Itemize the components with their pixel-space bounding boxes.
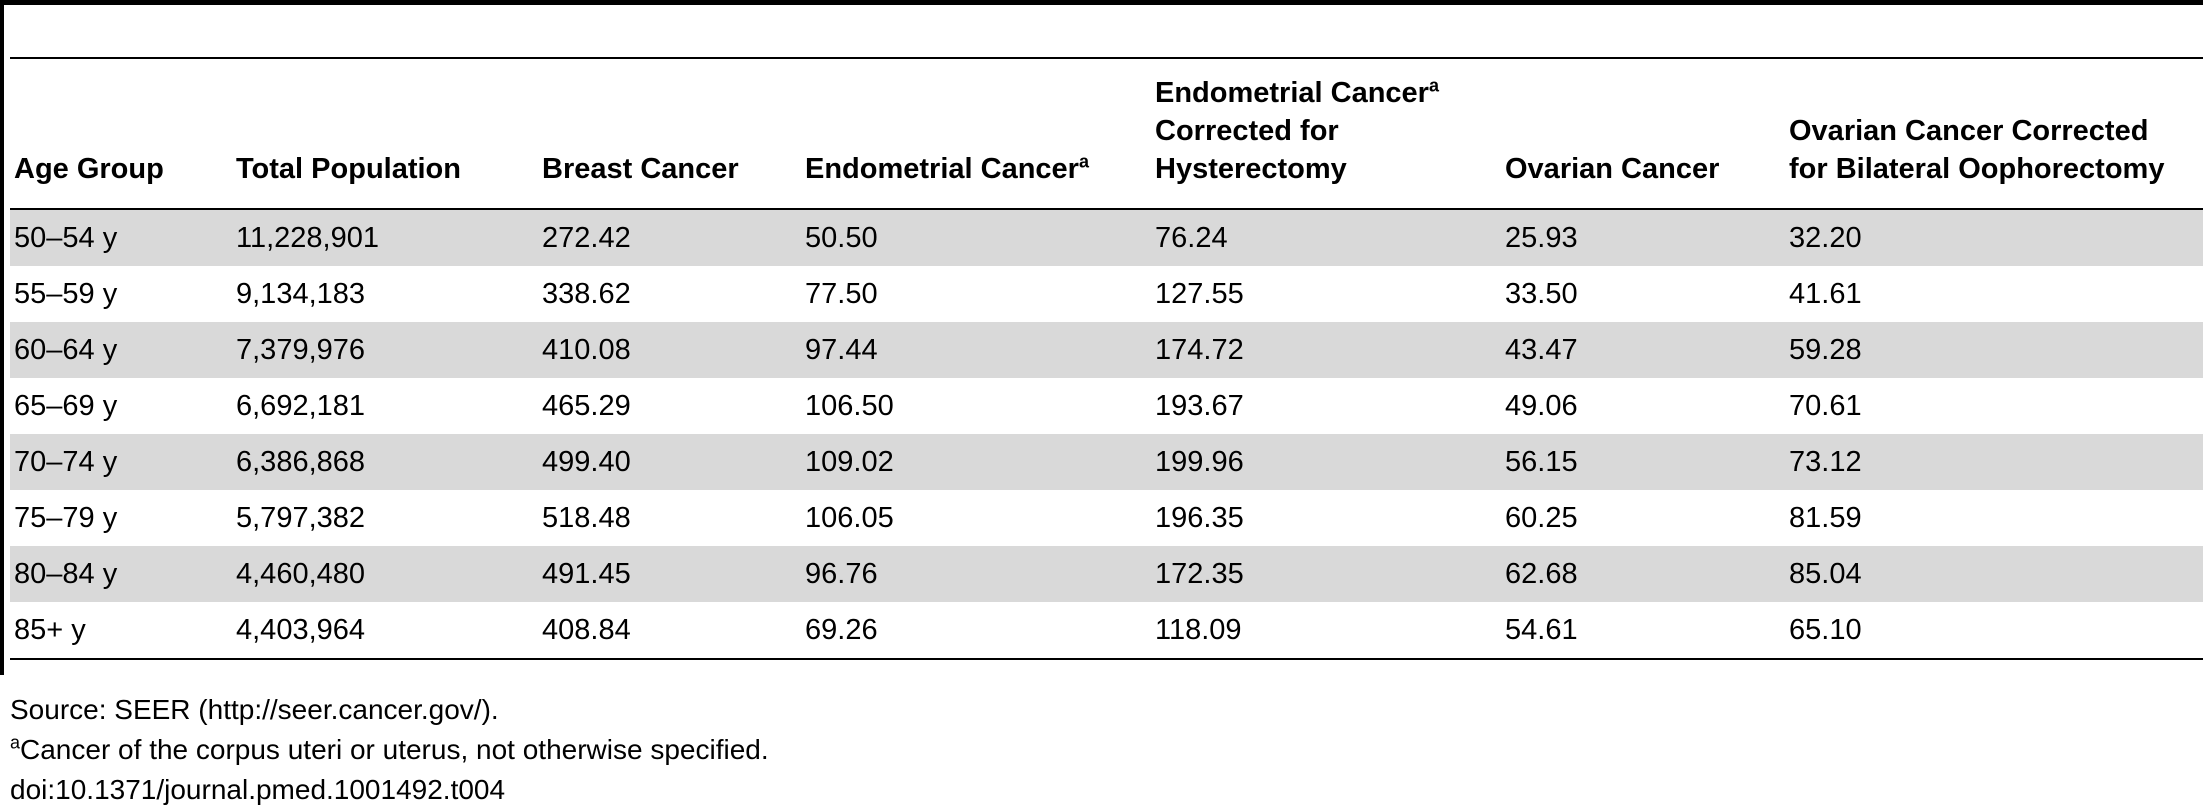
cell-ovarian-cancer: 43.47 bbox=[1501, 322, 1785, 378]
cell-endometrial-corrected: 76.24 bbox=[1151, 209, 1501, 266]
cell-endometrial-cancer: 109.02 bbox=[801, 434, 1151, 490]
cell-ovarian-corrected: 41.61 bbox=[1789, 278, 1862, 310]
cell-breast-cancer: 338.62 bbox=[542, 278, 631, 310]
cell-endometrial-cancer: 50.50 bbox=[801, 209, 1151, 266]
cell-ovarian-cancer: 33.50 bbox=[1505, 278, 1578, 310]
cell-endometrial-cancer: 106.50 bbox=[805, 390, 894, 422]
cell-age-group: 55–59 y bbox=[14, 278, 118, 310]
footnote-marker: a bbox=[1078, 151, 1089, 172]
cell-age-group: 70–74 y bbox=[10, 434, 232, 490]
top-border-rule bbox=[0, 0, 2203, 5]
table-row: 60–64 y 7,379,976 410.08 97.44 174.72 43.47 59… bbox=[10, 322, 2203, 378]
footnote-a: aCancer of the corpus uteri or uterus, n… bbox=[10, 730, 769, 770]
cell-age-group: 85+ y bbox=[10, 602, 232, 660]
cell-endometrial-cancer: 69.26 bbox=[801, 602, 1151, 660]
footnote-a-text: Cancer of the corpus uteri or uterus, no… bbox=[20, 734, 769, 765]
cell-total-population: 7,379,976 bbox=[232, 322, 538, 378]
cell-endometrial-cancer: 77.50 bbox=[805, 278, 878, 310]
header-top-rule bbox=[10, 57, 2203, 59]
cell-age-group: 60–64 y bbox=[10, 322, 232, 378]
cell-breast-cancer: 491.45 bbox=[538, 546, 801, 602]
cell-endometrial-corrected: 193.67 bbox=[1155, 390, 1244, 422]
cell-ovarian-corrected: 59.28 bbox=[1785, 322, 2203, 378]
header-total-population: Total Population bbox=[232, 59, 538, 210]
cell-age-group: 65–69 y bbox=[14, 390, 118, 422]
cell-endometrial-corrected: 196.35 bbox=[1155, 502, 1244, 534]
cell-endometrial-cancer: 96.76 bbox=[801, 546, 1151, 602]
cell-breast-cancer: 272.42 bbox=[538, 209, 801, 266]
cell-ovarian-cancer: 49.06 bbox=[1505, 390, 1578, 422]
cell-total-population: 9,134,183 bbox=[236, 278, 366, 310]
header-age-group: Age Group bbox=[10, 59, 232, 210]
table-row: 50–54 y 11,228,901 272.42 50.50 76.24 25.93 32… bbox=[10, 209, 2203, 266]
cell-total-population: 11,228,901 bbox=[232, 209, 538, 266]
cell-ovarian-corrected: 81.59 bbox=[1789, 502, 1862, 534]
table-row: 75–79 y 5,797,382 518.48 106.05 196.35 60.25 8… bbox=[10, 490, 2203, 546]
table-row: 80–84 y 4,460,480 491.45 96.76 172.35 62.68 85… bbox=[10, 546, 2203, 602]
cell-ovarian-cancer: 62.68 bbox=[1501, 546, 1785, 602]
left-border-rule bbox=[0, 0, 4, 675]
cell-total-population: 6,692,181 bbox=[236, 390, 366, 422]
cell-endometrial-corrected: 172.35 bbox=[1151, 546, 1501, 602]
table-row: 85+ y 4,403,964 408.84 69.26 118.09 54.61 65.1… bbox=[10, 602, 2203, 660]
cell-endometrial-corrected: 118.09 bbox=[1151, 602, 1501, 660]
cell-total-population: 6,386,868 bbox=[232, 434, 538, 490]
cell-breast-cancer: 410.08 bbox=[538, 322, 801, 378]
table-row: 70–74 y 6,386,868 499.40 109.02 199.96 56.15 7… bbox=[10, 434, 2203, 490]
cell-ovarian-corrected: 70.61 bbox=[1789, 390, 1862, 422]
cell-endometrial-corrected: 174.72 bbox=[1151, 322, 1501, 378]
table-row: 55–59 y 9,134,183 338.62 77.50 127.55 33.50 41… bbox=[10, 266, 2203, 322]
cell-age-group: 75–79 y bbox=[14, 502, 118, 534]
header-ovarian-cancer: Ovarian Cancer bbox=[1501, 59, 1785, 210]
cell-total-population: 4,403,964 bbox=[232, 602, 538, 660]
table-row: 65–69 y 6,692,181 465.29 106.50 193.67 49.06 7… bbox=[10, 378, 2203, 434]
cell-ovarian-corrected: 32.20 bbox=[1785, 209, 2203, 266]
cell-ovarian-corrected: 73.12 bbox=[1785, 434, 2203, 490]
table-footnotes: Source: SEER (http://seer.cancer.gov/). … bbox=[10, 690, 769, 810]
cell-breast-cancer: 465.29 bbox=[542, 390, 631, 422]
cell-age-group: 80–84 y bbox=[10, 546, 232, 602]
header-endometrial-corrected: Endometrial Cancera Corrected for Hysterec… bbox=[1151, 59, 1501, 210]
header-endometrial-cancer: Endometrial Cancera bbox=[801, 59, 1151, 210]
cell-endometrial-cancer: 97.44 bbox=[801, 322, 1151, 378]
footnote-a-marker: a bbox=[10, 732, 21, 753]
header-breast-cancer: Breast Cancer bbox=[538, 59, 801, 210]
header-ovarian-corrected: Ovarian Cancer Corrected for Bilateral Oo… bbox=[1785, 59, 2203, 210]
cell-ovarian-cancer: 54.61 bbox=[1501, 602, 1785, 660]
cell-ovarian-cancer: 25.93 bbox=[1501, 209, 1785, 266]
source-note: Source: SEER (http://seer.cancer.gov/). bbox=[10, 694, 499, 725]
cell-ovarian-cancer: 60.25 bbox=[1505, 502, 1578, 534]
cell-breast-cancer: 408.84 bbox=[538, 602, 801, 660]
cell-total-population: 5,797,382 bbox=[236, 502, 366, 534]
header-row: Age Group Total Population Breast Cancer… bbox=[10, 59, 2203, 210]
cell-ovarian-corrected: 65.10 bbox=[1785, 602, 2203, 660]
cell-breast-cancer: 499.40 bbox=[538, 434, 801, 490]
cell-endometrial-corrected: 127.55 bbox=[1155, 278, 1244, 310]
cell-breast-cancer: 518.48 bbox=[542, 502, 631, 534]
cell-ovarian-cancer: 56.15 bbox=[1501, 434, 1785, 490]
doi-link[interactable]: doi:10.1371/journal.pmed.1001492.t004 bbox=[10, 774, 506, 805]
cancer-incidence-table: Age Group Total Population Breast Cancer… bbox=[10, 59, 2203, 660]
cell-endometrial-corrected: 199.96 bbox=[1151, 434, 1501, 490]
cell-total-population: 4,460,480 bbox=[232, 546, 538, 602]
cell-age-group: 50–54 y bbox=[10, 209, 232, 266]
cell-endometrial-cancer: 106.05 bbox=[805, 502, 894, 534]
footnote-marker: a bbox=[1428, 75, 1439, 96]
cell-ovarian-corrected: 85.04 bbox=[1785, 546, 2203, 602]
